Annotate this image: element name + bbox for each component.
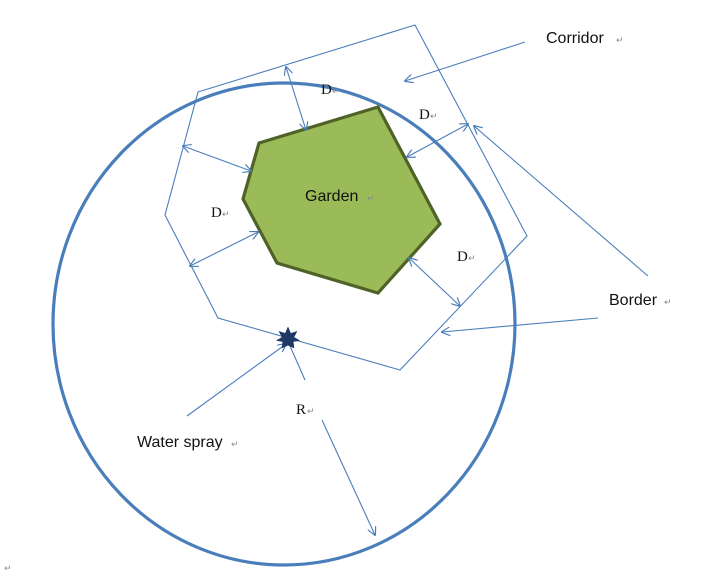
distance-top-return-mark-icon: ↵	[332, 86, 340, 96]
border-label: Border	[609, 292, 658, 309]
distance-arrows	[183, 67, 468, 306]
water-spray-star-icon	[275, 326, 301, 349]
distance-left-return-mark-icon: ↵	[222, 209, 230, 219]
radius-label: R	[296, 402, 306, 418]
distance-lower-right-return-mark-icon: ↵	[468, 253, 476, 263]
water-spray-pointer	[186, 344, 286, 417]
distance-label-left: D	[211, 205, 222, 221]
corridor-pointer	[405, 41, 526, 81]
distance-arrow-upper-left	[183, 146, 251, 171]
radius-arrow-lower	[321, 419, 375, 535]
distance-label-lower-right: D	[457, 249, 468, 265]
garden-polygon	[241, 105, 442, 295]
distance-label-top: D	[321, 82, 332, 98]
corridor-label: Corridor	[546, 30, 604, 47]
callout-arrows	[186, 41, 649, 535]
distance-upper-right-return-mark-icon: ↵	[430, 111, 438, 121]
document-end-return-mark-icon: ↵	[4, 563, 12, 573]
border-return-mark-icon: ↵	[664, 297, 672, 307]
border-pointer-upper	[474, 126, 649, 277]
water-spray-return-mark-icon: ↵	[231, 439, 239, 449]
border-pointer-lower	[442, 317, 599, 332]
corridor-outer-boundary	[164, 24, 528, 371]
radius-line-upper	[289, 345, 306, 381]
garden-return-mark-icon: ↵	[367, 193, 375, 203]
distance-arrow-left	[190, 232, 258, 266]
radius-return-mark-icon: ↵	[307, 406, 315, 416]
distance-arrow-upper-right	[407, 124, 468, 157]
distance-arrow-top	[286, 67, 306, 130]
distance-arrow-lower-right	[409, 258, 460, 306]
garden-label: Garden	[305, 188, 358, 205]
corridor-return-mark-icon: ↵	[616, 35, 624, 45]
distance-label-upper-right: D	[419, 107, 430, 123]
water-spray-label: Water spray	[137, 434, 223, 451]
